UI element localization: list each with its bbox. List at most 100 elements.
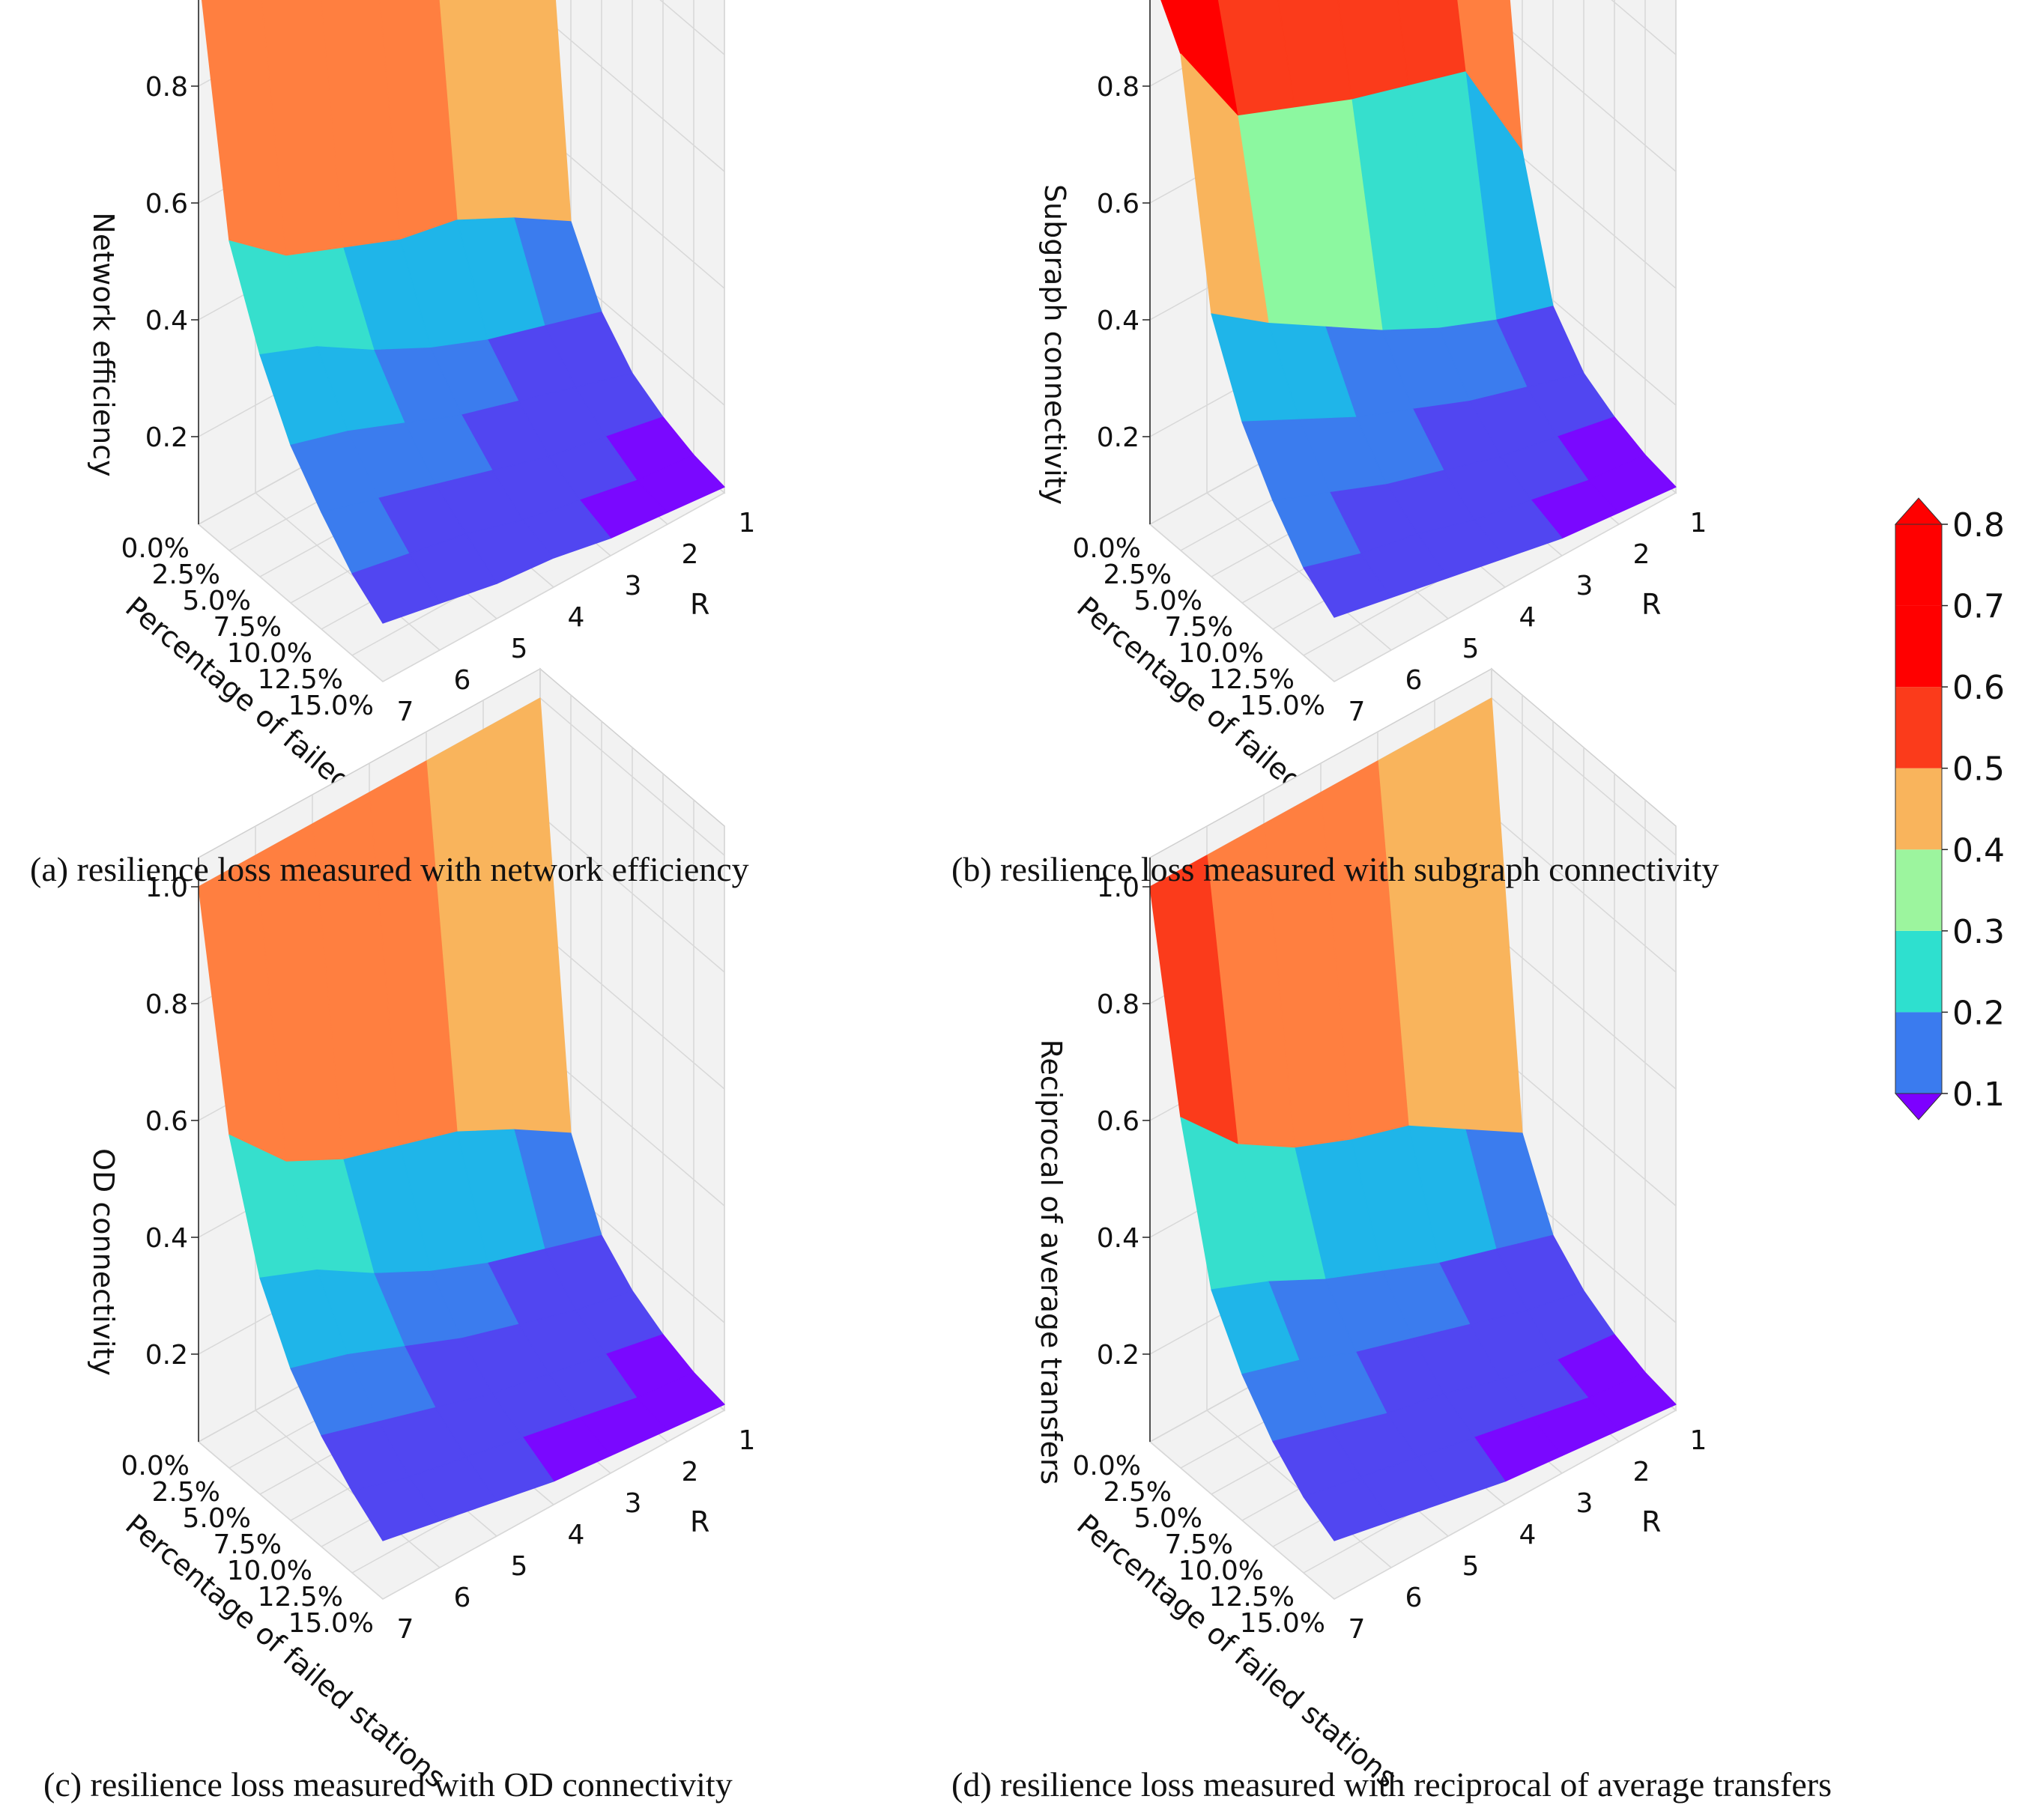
x-tick-label: 15.0% (288, 1608, 374, 1639)
y-tick-label: 4 (568, 602, 585, 633)
y-tick-label: 1 (1690, 1425, 1707, 1456)
colorbar-over-arrow (1894, 497, 1943, 525)
x-tick-label: 10.0% (1178, 638, 1264, 669)
surface (198, 697, 725, 1541)
surface-patch (1303, 1476, 1392, 1541)
y-tick-label: 7 (1349, 1614, 1366, 1645)
panel-od-connectivity: 0.20.40.60.81.00.0%2.5%5.0%7.5%10.0%12.5… (87, 667, 756, 1795)
y-tick-label: 4 (1519, 1520, 1537, 1550)
x-tick-label: 7.5% (1165, 1529, 1233, 1560)
x-tick-label: 5.0% (183, 586, 251, 616)
colorbar-segment (1895, 524, 1942, 606)
x-tick-label: 12.5% (258, 664, 343, 695)
colorbar-tick-label: 0.1 (1952, 1076, 2005, 1114)
z-tick-label: 0.2 (1097, 1340, 1139, 1371)
z-tick-label: 0.6 (1097, 189, 1139, 219)
y-tick-label: 5 (511, 1551, 528, 1582)
z-tick-label: 0.8 (145, 72, 188, 103)
x-tick-label: 7.5% (1165, 612, 1233, 643)
x-tick-label: 12.5% (258, 1582, 343, 1613)
x-tick-label: 15.0% (1240, 691, 1325, 721)
x-tick-label: 12.5% (1209, 664, 1295, 695)
colorbar-under-arrow (1894, 1093, 1943, 1120)
y-tick-label: 3 (1576, 1488, 1593, 1519)
colorbar-segment (1895, 930, 1942, 1013)
surface-patch (1303, 553, 1392, 618)
y-tick-label: 2 (1633, 1457, 1650, 1487)
y-tick-label: 3 (625, 571, 642, 601)
panel-reciprocal-average-transfers: 0.20.40.60.81.00.0%2.5%5.0%7.5%10.0%12.5… (1035, 667, 1707, 1795)
colorbar-segment (1895, 849, 1942, 931)
z-tick-label: 0.4 (145, 306, 188, 336)
caption-c: (c) resilience loss measured with OD con… (43, 1765, 733, 1804)
z-tick-label: 1.0 (145, 873, 188, 903)
z-tick-label: 0.6 (1097, 1106, 1139, 1137)
z-tick-label: 0.4 (1097, 1223, 1139, 1254)
colorbar: 0.1 0.2 0.3 0.4 0.5 0.6 0.7 0.8 (1894, 497, 2005, 1120)
x-tick-label: 5.0% (183, 1503, 251, 1534)
x-tick-label: 7.5% (214, 612, 282, 643)
y-tick-label: 1 (739, 508, 756, 539)
y-axis-label: R (1641, 588, 1661, 621)
caption-a: (a) resilience loss measured with networ… (30, 850, 749, 888)
colorbar-tick-label: 0.6 (1952, 669, 2005, 707)
y-tick-label: 6 (1405, 665, 1423, 696)
y-tick-label: 6 (1405, 1583, 1423, 1613)
surface (1149, 697, 1677, 1541)
surface-patch (351, 553, 441, 624)
x-tick-label: 2.5% (152, 1477, 220, 1508)
x-tick-label: 5.0% (1134, 1503, 1202, 1534)
caption-b: (b) resilience loss measured with subgra… (951, 850, 1719, 888)
y-tick-label: 2 (682, 539, 699, 570)
x-tick-label: 5.0% (1134, 586, 1202, 616)
z-tick-label: 0.8 (1097, 989, 1139, 1020)
z-tick-label: 0.2 (1097, 422, 1139, 453)
colorbar-tick-label: 0.5 (1952, 750, 2005, 789)
y-tick-label: 7 (397, 1614, 414, 1645)
x-tick-label: 0.0% (1073, 1451, 1141, 1481)
y-axis-label: R (690, 588, 709, 621)
x-tick-label: 2.5% (1104, 1477, 1172, 1508)
caption-d: (d) resilience loss measured with recipr… (951, 1765, 1832, 1804)
colorbar-tick-label: 0.8 (1952, 506, 2005, 545)
surface (1160, 0, 1677, 618)
z-axis-label: Network efficiency (87, 212, 120, 476)
z-tick-label: 0.4 (1097, 306, 1139, 336)
x-tick-label: 10.0% (227, 1556, 312, 1586)
x-tick-label: 10.0% (227, 638, 312, 669)
x-tick-label: 12.5% (1209, 1582, 1295, 1613)
z-tick-label: 0.2 (145, 422, 188, 453)
x-tick-label: 0.0% (1073, 533, 1141, 564)
y-tick-label: 4 (568, 1520, 585, 1550)
z-tick-label: 0.8 (1097, 72, 1139, 103)
y-tick-label: 3 (625, 1488, 642, 1519)
x-tick-label: 7.5% (214, 1529, 282, 1560)
y-tick-label: 5 (1462, 1551, 1480, 1582)
y-tick-label: 6 (454, 665, 471, 696)
z-tick-label: 1.0 (1097, 873, 1139, 903)
y-tick-label: 5 (511, 634, 528, 664)
x-tick-label: 2.5% (1104, 559, 1172, 590)
x-tick-label: 15.0% (1240, 1608, 1325, 1639)
colorbar-tick-label: 0.4 (1952, 831, 2005, 870)
y-tick-label: 1 (1690, 508, 1707, 539)
z-tick-label: 0.6 (145, 1106, 188, 1137)
y-tick-label: 6 (454, 1583, 471, 1613)
colorbar-segment (1895, 1012, 1942, 1093)
x-tick-label: 0.0% (121, 1451, 190, 1481)
z-tick-label: 0.8 (145, 989, 188, 1020)
y-axis-label: R (1641, 1505, 1661, 1538)
y-tick-label: 2 (1633, 539, 1650, 570)
colorbar-tick-label: 0.2 (1952, 994, 2005, 1032)
x-tick-label: 10.0% (1178, 1556, 1264, 1586)
y-tick-label: 4 (1519, 602, 1537, 633)
surface (202, 0, 725, 624)
colorbar-tick-label: 0.3 (1952, 913, 2005, 951)
colorbar-frame (1895, 524, 1943, 1094)
z-axis-label: OD connectivity (87, 1148, 120, 1376)
z-tick-label: 0.2 (145, 1340, 188, 1371)
y-axis-label: R (690, 1505, 709, 1538)
y-tick-label: 1 (739, 1425, 756, 1456)
surface-patch (351, 1476, 441, 1541)
y-tick-label: 7 (397, 697, 414, 727)
